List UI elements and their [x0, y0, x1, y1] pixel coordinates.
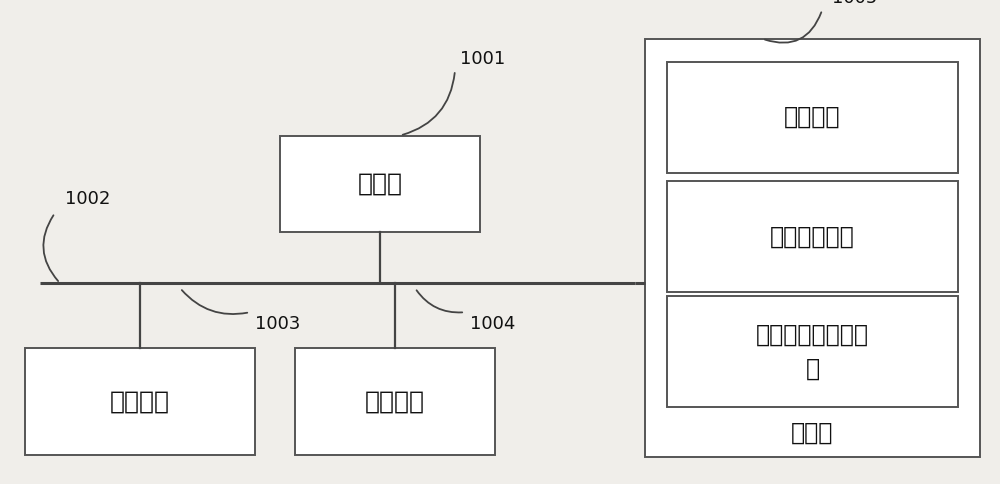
Text: 网络接口: 网络接口 [365, 390, 425, 414]
Text: 网络通信模块: 网络通信模块 [770, 225, 855, 249]
Text: 1002: 1002 [65, 190, 110, 208]
Text: 操作系统: 操作系统 [784, 105, 841, 129]
Bar [25, 348, 255, 455]
Text: 1001: 1001 [460, 50, 505, 68]
Bar [645, 39, 980, 457]
Bar [667, 62, 958, 173]
Text: 存储器: 存储器 [791, 421, 834, 445]
Bar [295, 348, 495, 455]
Text: 用户接口: 用户接口 [110, 390, 170, 414]
Text: 1005: 1005 [832, 0, 878, 7]
Bar [667, 181, 958, 292]
Bar [667, 296, 958, 407]
Text: 视频广告的过滤程
序: 视频广告的过滤程 序 [756, 323, 869, 380]
Text: 1004: 1004 [470, 315, 515, 333]
Text: 处理器: 处理器 [358, 172, 402, 196]
Text: 1003: 1003 [255, 315, 300, 333]
Bar [280, 136, 480, 232]
